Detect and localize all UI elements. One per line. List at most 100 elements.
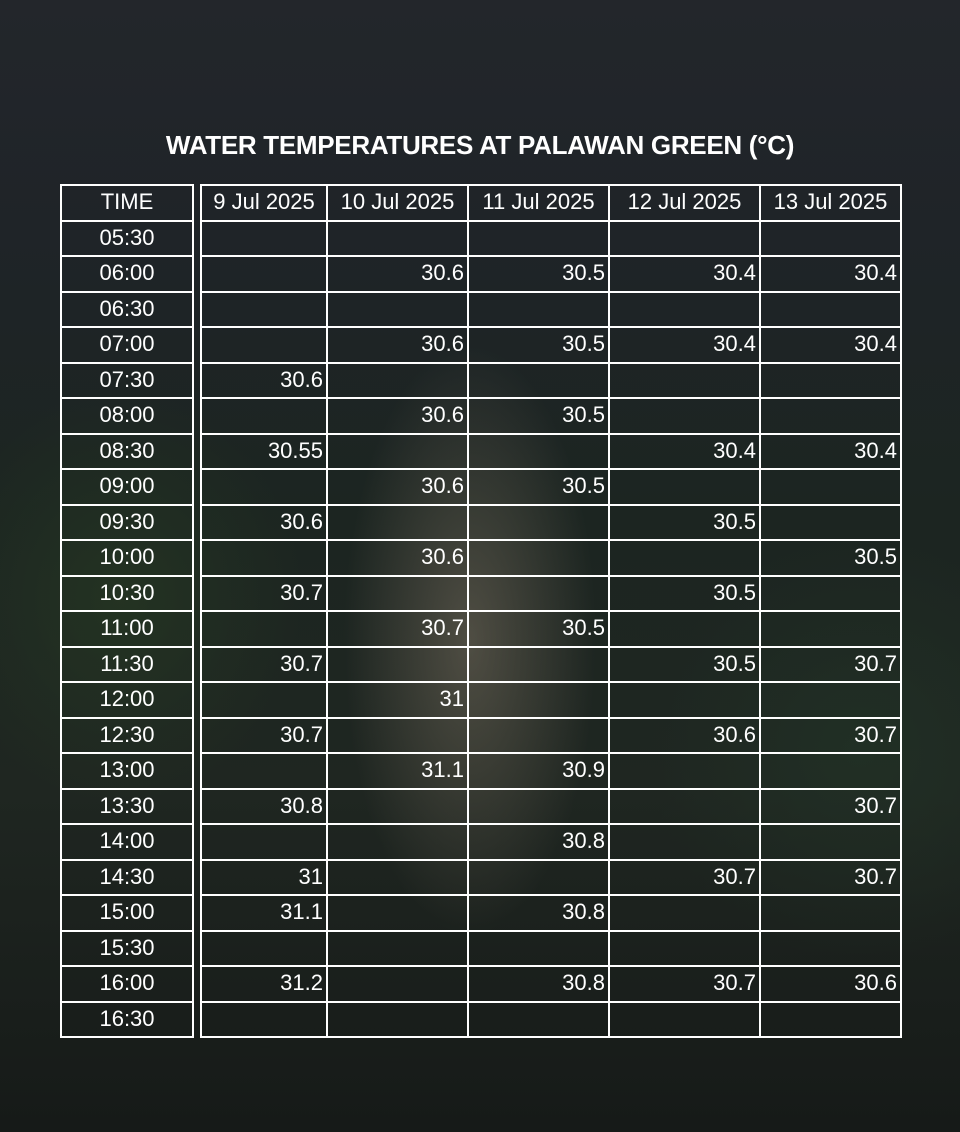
- temperature-cell: 30.7: [200, 645, 328, 683]
- temperature-cell: 30.55: [200, 432, 328, 470]
- temperature-cell: [608, 787, 761, 825]
- temperature-cell: [759, 219, 902, 257]
- temperature-cell: 30.4: [608, 432, 761, 470]
- temperature-cell: [467, 1000, 610, 1038]
- temperature-cell: [608, 397, 761, 435]
- temperature-cell: [200, 1000, 328, 1038]
- temperature-cell: 30.6: [326, 539, 469, 577]
- temperature-cell: [200, 290, 328, 328]
- temperature-cell: 30.7: [608, 858, 761, 896]
- temperature-cell: [326, 929, 469, 967]
- temperature-cell: 30.5: [467, 255, 610, 293]
- temperature-cell: 30.6: [759, 965, 902, 1003]
- time-cell: 08:00: [60, 397, 194, 435]
- temperature-cell: 30.4: [759, 326, 902, 364]
- column-header: 11 Jul 2025: [467, 184, 610, 222]
- column-header: 9 Jul 2025: [200, 184, 328, 222]
- temperature-cell: [326, 290, 469, 328]
- temperature-cell: 30.5: [608, 574, 761, 612]
- temperature-cell: [608, 681, 761, 719]
- temperature-cell: [759, 929, 902, 967]
- temperature-cell: [759, 752, 902, 790]
- time-cell: 14:00: [60, 823, 194, 861]
- temperature-cell: 30.6: [326, 326, 469, 364]
- temperature-cell: [467, 787, 610, 825]
- time-cell: 08:30: [60, 432, 194, 470]
- temperature-cell: 31.1: [326, 752, 469, 790]
- temperature-cell: 30.5: [467, 326, 610, 364]
- temperature-cell: 30.4: [759, 432, 902, 470]
- temperature-cell: [326, 894, 469, 932]
- temperature-cell: [759, 894, 902, 932]
- temperature-cell: [200, 539, 328, 577]
- temperature-cell: [326, 574, 469, 612]
- time-cell: 05:30: [60, 219, 194, 257]
- temperature-cell: [200, 610, 328, 648]
- column-header: 13 Jul 2025: [759, 184, 902, 222]
- temperature-cell: [467, 539, 610, 577]
- temperature-cell: [759, 468, 902, 506]
- temperature-cell: [759, 397, 902, 435]
- time-cell: 13:00: [60, 752, 194, 790]
- temperature-cell: [608, 610, 761, 648]
- temperature-cell: [608, 929, 761, 967]
- temperature-cell: [326, 645, 469, 683]
- time-cell: 09:00: [60, 468, 194, 506]
- temperature-cell: [200, 255, 328, 293]
- temperature-cell: [608, 219, 761, 257]
- temperature-cell: [608, 894, 761, 932]
- temperature-cell: 30.5: [467, 610, 610, 648]
- time-cell: 16:00: [60, 965, 194, 1003]
- temperature-cell: 30.8: [200, 787, 328, 825]
- temperature-cell: [467, 929, 610, 967]
- temperature-cell: 31: [200, 858, 328, 896]
- temperature-cell: [200, 397, 328, 435]
- temperature-cell: [467, 219, 610, 257]
- temperature-cell: 31.1: [200, 894, 328, 932]
- temperature-cell: [759, 574, 902, 612]
- temperature-cell: [759, 681, 902, 719]
- temperature-cell: [467, 858, 610, 896]
- temperature-cell: 30.5: [608, 645, 761, 683]
- temperature-cell: 30.7: [326, 610, 469, 648]
- temperature-cell: [467, 432, 610, 470]
- temperature-cell: 30.8: [467, 894, 610, 932]
- temperature-cell: [467, 574, 610, 612]
- temperature-cell: 30.6: [608, 716, 761, 754]
- temperature-cell: 30.6: [200, 361, 328, 399]
- time-cell: 11:00: [60, 610, 194, 648]
- temperature-cell: [326, 503, 469, 541]
- temperature-cell: [326, 432, 469, 470]
- temperature-cell: [200, 752, 328, 790]
- temperature-cell: [200, 468, 328, 506]
- temperature-cell: 30.6: [326, 397, 469, 435]
- temperature-cell: 30.7: [200, 574, 328, 612]
- temperature-cell: [200, 681, 328, 719]
- temperature-cell: [608, 290, 761, 328]
- time-cell: 11:30: [60, 645, 194, 683]
- time-cell: 14:30: [60, 858, 194, 896]
- time-cell: 07:30: [60, 361, 194, 399]
- temperature-cell: 30.7: [759, 787, 902, 825]
- column-header: 12 Jul 2025: [608, 184, 761, 222]
- temperature-cell: [467, 503, 610, 541]
- temperature-cell: 31: [326, 681, 469, 719]
- temperature-cell: 31.2: [200, 965, 328, 1003]
- temperature-cell: [326, 823, 469, 861]
- time-cell: 15:00: [60, 894, 194, 932]
- column-header: TIME: [60, 184, 194, 222]
- temperature-cell: 30.8: [467, 965, 610, 1003]
- time-cell: 10:00: [60, 539, 194, 577]
- temperature-cell: 30.7: [759, 716, 902, 754]
- temperature-cell: 30.7: [200, 716, 328, 754]
- temperature-cell: [759, 361, 902, 399]
- temperature-cell: 30.7: [759, 858, 902, 896]
- temperature-cell: [759, 1000, 902, 1038]
- time-cell: 07:00: [60, 326, 194, 364]
- time-cell: 16:30: [60, 1000, 194, 1038]
- temperature-cell: [608, 752, 761, 790]
- temperature-cell: [759, 610, 902, 648]
- temperature-cell: [326, 361, 469, 399]
- temperature-cell: [200, 219, 328, 257]
- temperature-cell: 30.6: [326, 468, 469, 506]
